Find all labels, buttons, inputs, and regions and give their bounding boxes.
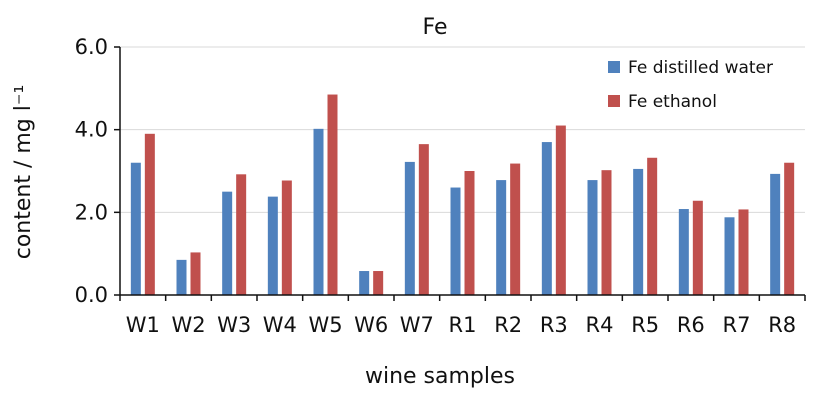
x-tick-label-r2: R2 bbox=[494, 313, 522, 337]
x-tick-labels: W1 W2 W3 W4 W5 W6 W7 R1 R2 R3 R4 R5 R6 R7 R8 bbox=[119, 295, 806, 337]
x-tick-label-w1: W1 bbox=[126, 313, 160, 337]
bar-r1-distilled-water bbox=[450, 187, 461, 295]
bar-w5-distilled-water bbox=[313, 128, 324, 295]
axes bbox=[119, 47, 805, 296]
bar-r1-ethanol bbox=[464, 171, 475, 295]
y-tick-label-3: 6.0 bbox=[75, 35, 108, 59]
bar-r2-ethanol bbox=[510, 163, 521, 295]
y-tick-labels: 0.0 2.0 4.0 6.0 bbox=[75, 35, 120, 307]
bar-r4-distilled-water bbox=[587, 180, 598, 295]
bar-w6-distilled-water bbox=[359, 271, 370, 295]
gridlines bbox=[120, 46, 805, 213]
y-tick-label-0: 0.0 bbox=[75, 283, 108, 307]
bar-r7-ethanol bbox=[738, 209, 749, 295]
x-tick-label-w3: W3 bbox=[217, 313, 251, 337]
legend-swatch-distilled-water bbox=[608, 61, 620, 73]
bar-r6-ethanol bbox=[692, 200, 703, 295]
x-tick-label-r1: R1 bbox=[449, 313, 477, 337]
y-axis-title: content / mg l⁻¹ bbox=[11, 85, 36, 260]
bar-r3-distilled-water bbox=[541, 142, 552, 295]
legend-label-ethanol: Fe ethanol bbox=[628, 92, 717, 112]
legend-item-distilled-water: Fe distilled water bbox=[608, 58, 773, 78]
bar-w1-distilled-water bbox=[130, 162, 141, 295]
x-tick-label-r8: R8 bbox=[768, 313, 796, 337]
x-tick-label-r5: R5 bbox=[631, 313, 659, 337]
x-tick-label-w7: W7 bbox=[400, 313, 434, 337]
legend: Fe distilled water Fe ethanol bbox=[608, 58, 773, 112]
bar-r6-distilled-water bbox=[678, 209, 689, 295]
x-tick-label-r7: R7 bbox=[723, 313, 751, 337]
bar-r3-ethanol bbox=[555, 125, 566, 296]
chart-title: Fe bbox=[423, 15, 448, 40]
legend-label-distilled-water: Fe distilled water bbox=[628, 58, 773, 78]
y-tick-label-1: 2.0 bbox=[75, 200, 108, 224]
bar-r4-ethanol bbox=[601, 170, 612, 295]
bar-w3-ethanol bbox=[236, 174, 247, 295]
bar-r8-ethanol bbox=[784, 162, 795, 295]
bar-w6-ethanol bbox=[373, 271, 384, 295]
bars bbox=[130, 94, 795, 296]
bar-w4-distilled-water bbox=[267, 196, 278, 295]
bar-r2-distilled-water bbox=[496, 180, 507, 295]
bar-w1-ethanol bbox=[144, 133, 155, 295]
x-tick-label-r6: R6 bbox=[677, 313, 705, 337]
bar-w4-ethanol bbox=[281, 180, 292, 295]
x-tick-label-w5: W5 bbox=[308, 313, 342, 337]
bar-w2-ethanol bbox=[190, 252, 201, 295]
x-tick-label-w6: W6 bbox=[354, 313, 388, 337]
legend-swatch-ethanol bbox=[608, 95, 620, 107]
x-axis-title: wine samples bbox=[365, 364, 515, 389]
bar-r5-ethanol bbox=[647, 157, 658, 295]
x-tick-label-w2: W2 bbox=[171, 313, 205, 337]
bar-w5-ethanol bbox=[327, 94, 338, 296]
x-tick-label-r3: R3 bbox=[540, 313, 568, 337]
bar-r7-distilled-water bbox=[724, 217, 735, 295]
bar-w7-distilled-water bbox=[404, 161, 415, 295]
legend-item-ethanol: Fe ethanol bbox=[608, 92, 717, 112]
x-tick-label-w4: W4 bbox=[263, 313, 297, 337]
bar-r5-distilled-water bbox=[633, 168, 644, 295]
bar-w7-ethanol bbox=[418, 144, 429, 295]
y-tick-label-2: 4.0 bbox=[75, 118, 108, 142]
bar-r8-distilled-water bbox=[770, 173, 781, 295]
bar-w2-distilled-water bbox=[176, 259, 187, 295]
x-tick-label-r4: R4 bbox=[586, 313, 614, 337]
bar-w3-distilled-water bbox=[222, 191, 233, 295]
